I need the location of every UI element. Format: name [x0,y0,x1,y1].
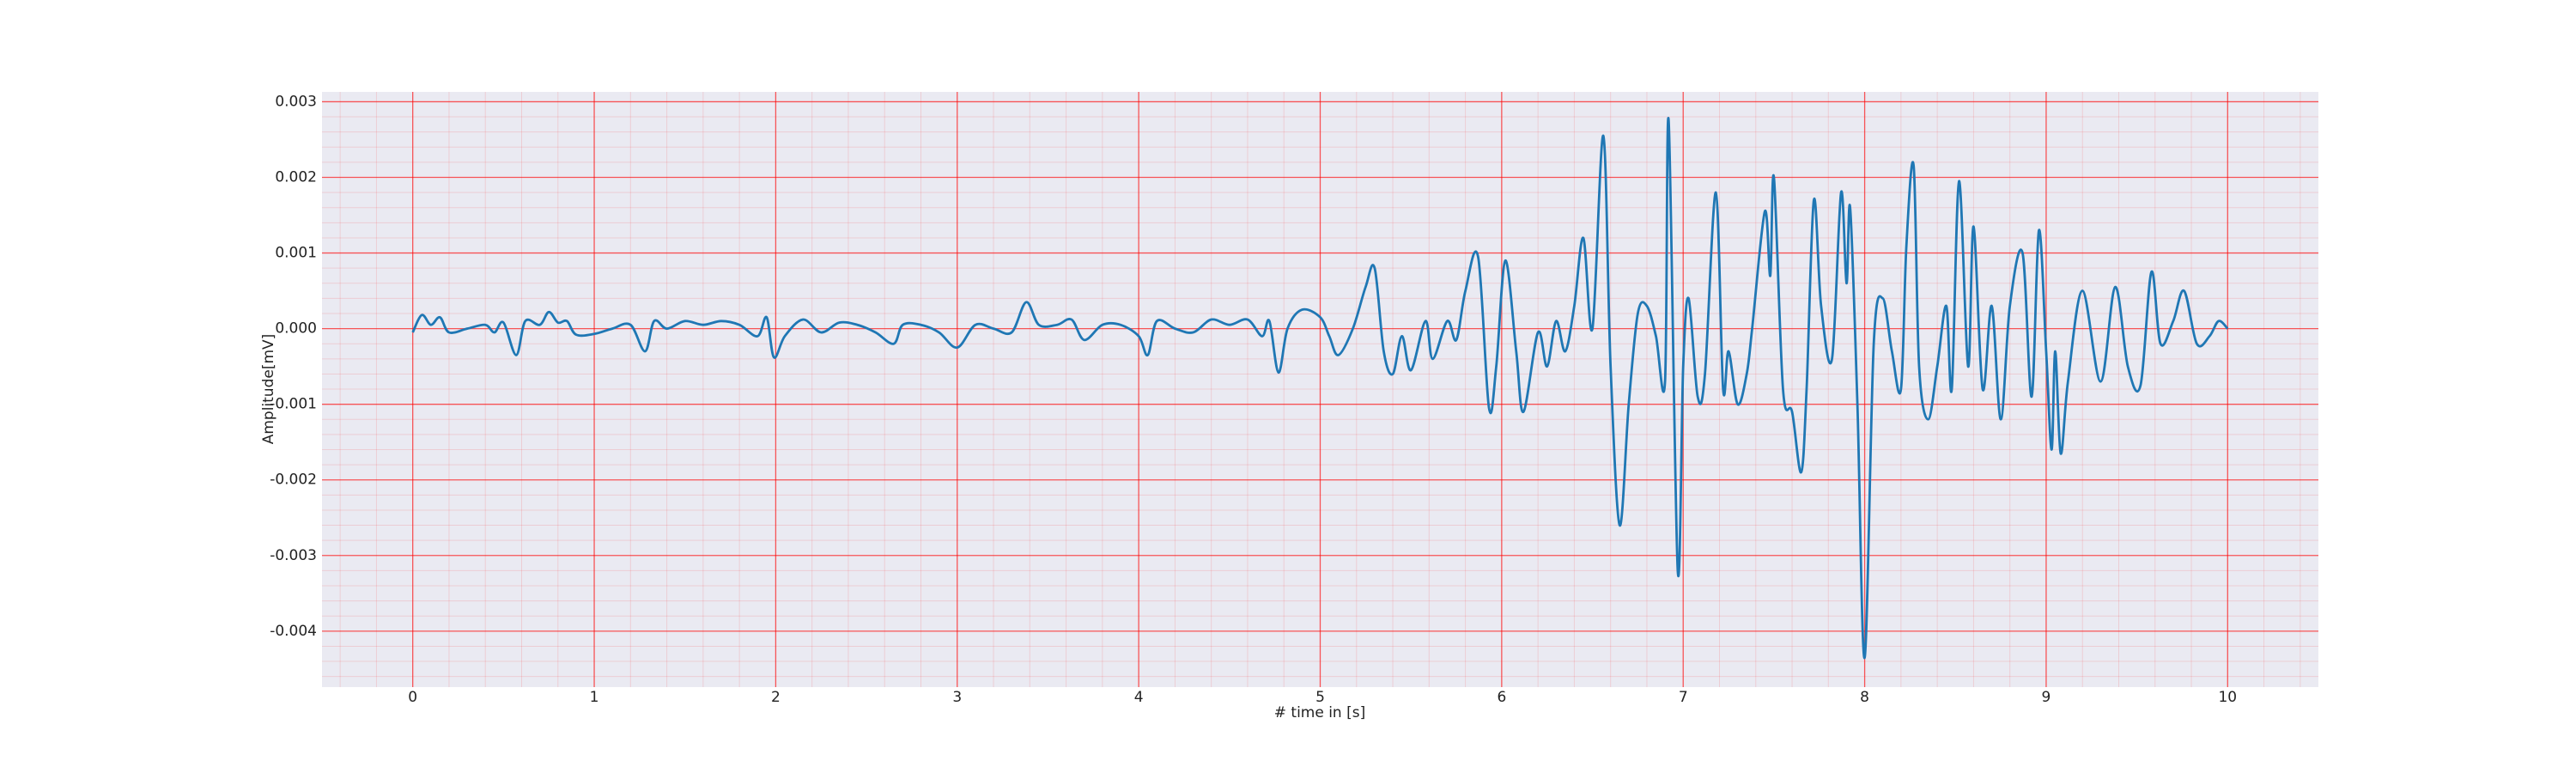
x-tick-label: 7 [1679,689,1688,706]
x-tick-label: 2 [771,689,781,706]
y-tick-label: -0.002 [270,472,317,489]
y-tick-label: 0.003 [275,93,317,110]
y-tick-label: 0.001 [275,245,317,262]
x-tick-label: 0 [408,689,417,706]
x-axis-label: # time in [s] [1274,704,1365,721]
x-tick-label: 3 [952,689,962,706]
x-tick-label: 10 [2218,689,2237,706]
y-tick-label: -0.003 [270,547,317,564]
y-tick-label: -0.004 [270,623,317,640]
y-axis-label: Amplitude[mV] [260,334,277,445]
x-tick-label: 6 [1497,689,1506,706]
x-tick-label: 1 [590,689,599,706]
x-tick-label: 4 [1134,689,1144,706]
x-tick-label: 5 [1315,689,1325,706]
y-tick-label: 0.000 [275,320,317,338]
y-tick-label: 0.002 [275,169,317,186]
signal-line [411,116,2229,660]
x-tick-label: 9 [2042,689,2051,706]
y-tick-label: -0.001 [270,396,317,413]
x-tick-label: 8 [1860,689,1869,706]
